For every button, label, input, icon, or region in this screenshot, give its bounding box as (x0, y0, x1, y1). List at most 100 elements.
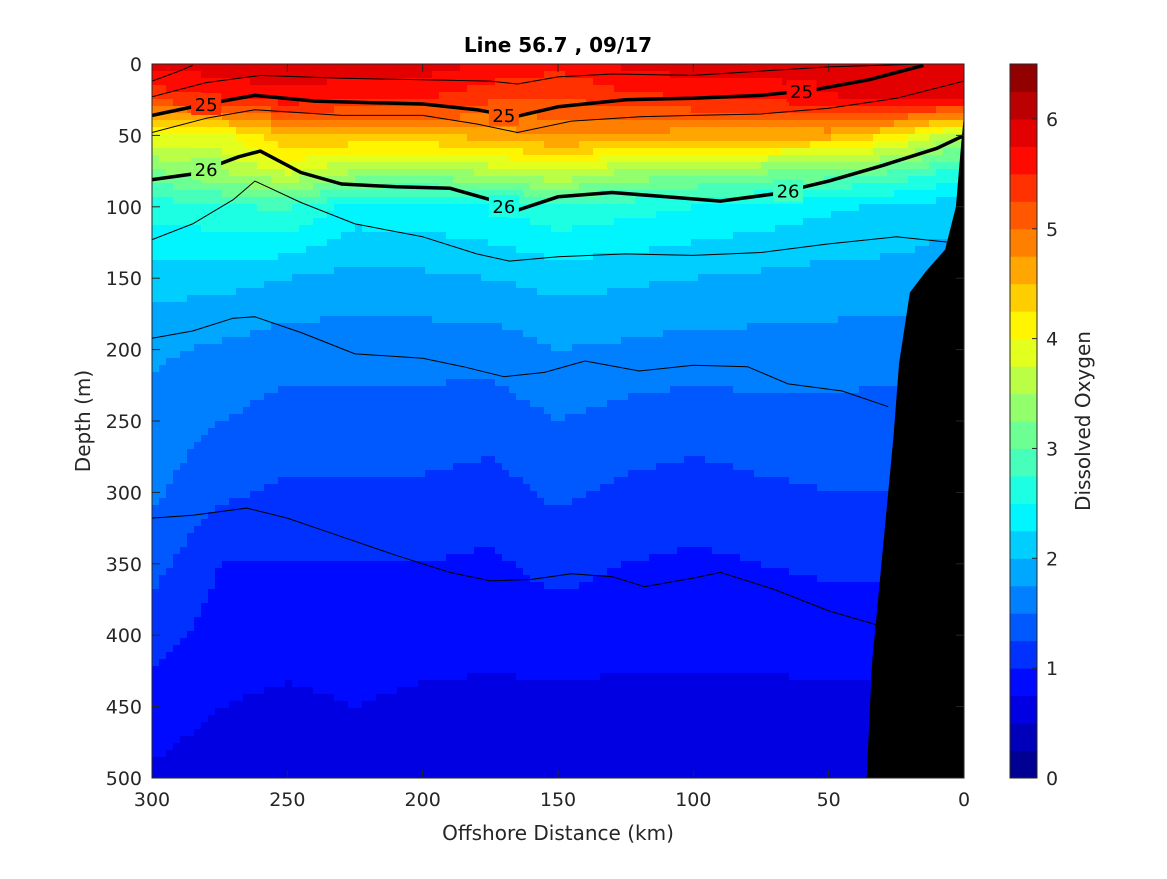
oxygen-cell (173, 218, 181, 226)
oxygen-cell (565, 78, 573, 86)
oxygen-cell (544, 225, 552, 233)
oxygen-cell (159, 211, 167, 219)
oxygen-cell (208, 330, 216, 338)
oxygen-cell (264, 274, 272, 282)
oxygen-cell (593, 218, 601, 226)
oxygen-cell (719, 204, 727, 212)
oxygen-cell (306, 106, 314, 114)
oxygen-cell (691, 246, 699, 254)
oxygen-cell (908, 253, 916, 261)
oxygen-cell (593, 204, 601, 212)
oxygen-cell (922, 246, 930, 254)
oxygen-cell (852, 148, 860, 156)
oxygen-cell (418, 225, 426, 233)
oxygen-cell (957, 92, 964, 100)
oxygen-cell (194, 218, 202, 226)
oxygen-cell (887, 239, 895, 247)
oxygen-cell (306, 113, 314, 121)
oxygen-cell (649, 267, 657, 275)
oxygen-cell (425, 218, 433, 226)
oxygen-cell (768, 295, 776, 303)
oxygen-cell (705, 141, 713, 149)
oxygen-cell (684, 309, 692, 317)
oxygen-cell (411, 351, 419, 359)
oxygen-cell (222, 204, 230, 212)
oxygen-cell (866, 176, 874, 184)
oxygen-cell (397, 197, 405, 205)
oxygen-cell (621, 64, 629, 72)
oxygen-cell (887, 120, 895, 128)
oxygen-cell (530, 253, 538, 261)
oxygen-cell (761, 106, 769, 114)
oxygen-cell (285, 204, 293, 212)
oxygen-cell (859, 211, 867, 219)
oxygen-cell (740, 120, 748, 128)
oxygen-cell (789, 358, 797, 366)
oxygen-cell (355, 169, 363, 177)
oxygen-cell (789, 99, 797, 107)
oxygen-cell (243, 99, 251, 107)
oxygen-cell (516, 295, 524, 303)
oxygen-cell (824, 253, 832, 261)
oxygen-cell (670, 113, 678, 121)
oxygen-cell (544, 176, 552, 184)
oxygen-cell (208, 127, 216, 135)
oxygen-cell (838, 281, 846, 289)
oxygen-cell (250, 113, 258, 121)
oxygen-cell (586, 92, 594, 100)
oxygen-cell (404, 113, 412, 121)
oxygen-cell (670, 99, 678, 107)
oxygen-cell (236, 120, 244, 128)
oxygen-cell (880, 190, 888, 198)
oxygen-cell (621, 253, 629, 261)
oxygen-cell (355, 92, 363, 100)
oxygen-cell (411, 358, 419, 366)
oxygen-cell (670, 267, 678, 275)
oxygen-cell (719, 358, 727, 366)
oxygen-cell (222, 211, 230, 219)
oxygen-cell (852, 330, 860, 338)
oxygen-cell (152, 211, 160, 219)
oxygen-cell (558, 120, 566, 128)
oxygen-cell (873, 246, 881, 254)
oxygen-cell (530, 64, 538, 72)
oxygen-cell (285, 260, 293, 268)
oxygen-cell (278, 127, 286, 135)
oxygen-cell (614, 281, 622, 289)
oxygen-cell (621, 281, 629, 289)
oxygen-cell (803, 330, 811, 338)
oxygen-cell (481, 169, 489, 177)
oxygen-cell (565, 190, 573, 198)
oxygen-cell (551, 316, 559, 324)
oxygen-cell (768, 288, 776, 296)
oxygen-cell (775, 351, 783, 359)
oxygen-cell (187, 274, 195, 282)
oxygen-cell (173, 78, 181, 86)
oxygen-cell (712, 330, 720, 338)
oxygen-cell (670, 106, 678, 114)
oxygen-cell (180, 211, 188, 219)
oxygen-cell (369, 218, 377, 226)
oxygen-cell (222, 232, 230, 240)
oxygen-cell (719, 288, 727, 296)
oxygen-cell (250, 127, 258, 135)
oxygen-cell (551, 71, 559, 79)
oxygen-cell (635, 204, 643, 212)
oxygen-cell (180, 134, 188, 142)
oxygen-cell (187, 323, 195, 331)
oxygen-cell (243, 344, 251, 352)
oxygen-cell (866, 274, 874, 282)
oxygen-cell (341, 64, 349, 72)
oxygen-cell (908, 183, 916, 191)
oxygen-cell (572, 330, 580, 338)
oxygen-cell (523, 267, 531, 275)
oxygen-cell (635, 99, 643, 107)
oxygen-cell (558, 323, 566, 331)
oxygen-cell (327, 71, 335, 79)
oxygen-cell (173, 211, 181, 219)
oxygen-cell (285, 323, 293, 331)
oxygen-cell (201, 232, 209, 240)
oxygen-cell (887, 127, 895, 135)
oxygen-cell (306, 337, 314, 345)
oxygen-cell (271, 134, 279, 142)
